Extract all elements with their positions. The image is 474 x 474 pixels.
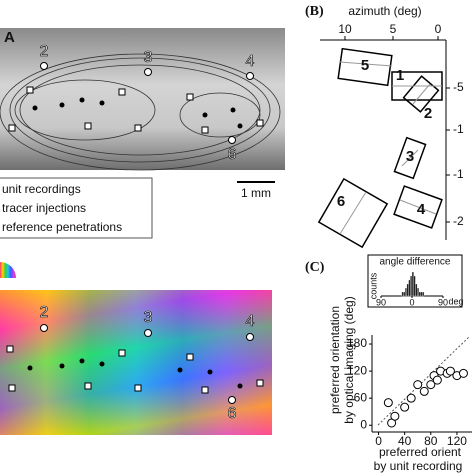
histogram-bar: [415, 283, 418, 297]
y-tick-label: -1: [453, 122, 464, 136]
point: [426, 380, 436, 390]
histogram-bar: [420, 291, 423, 297]
histogram-bar: [403, 291, 406, 297]
x-tick-label: 40: [398, 434, 412, 448]
site-label: 4: [246, 53, 255, 70]
point: [419, 386, 429, 396]
x-tick-label: 10: [338, 22, 352, 36]
site-label: 6: [228, 405, 237, 422]
contours: [0, 53, 281, 171]
y-tick-label: 60: [354, 390, 368, 404]
histogram-bar: [411, 271, 414, 297]
inset-x-label: deg: [448, 296, 463, 306]
histogram-bar: [404, 287, 407, 297]
legend-entry: unit recordings: [2, 182, 81, 196]
sites: [6, 324, 264, 404]
box-label: 3: [406, 148, 414, 165]
x-tick-label: 0: [435, 22, 442, 36]
box-label: 4: [417, 201, 426, 218]
box-label: 1: [396, 67, 404, 84]
legend-entry: tracer injections: [2, 201, 86, 215]
point: [406, 393, 416, 403]
x-tick-label: 5: [390, 22, 397, 36]
panel-label: A: [4, 29, 15, 46]
axes-frame: [320, 36, 450, 240]
site-label: 3: [144, 309, 153, 326]
inset-x-tick-label: 90: [438, 297, 448, 307]
site-label: 6: [228, 146, 237, 163]
histogram-bar: [417, 287, 420, 297]
box-label: 6: [337, 193, 345, 210]
orientation-bars: [339, 61, 442, 235]
y-tick-label: -2: [453, 214, 464, 228]
y-axis-label: by optical imaging (deg): [342, 296, 356, 423]
legend-box: [0, 177, 153, 239]
y-tick-label: 180: [347, 336, 367, 350]
site-label: 4: [246, 313, 255, 330]
box-label: 2: [424, 105, 432, 122]
histogram-bar: [413, 275, 416, 297]
site-label: 3: [144, 49, 153, 66]
point: [400, 402, 410, 412]
histogram-bar: [418, 291, 421, 297]
receptive-fields: [317, 47, 443, 249]
histogram-bar: [401, 291, 404, 297]
orientation-overlay: [0, 290, 272, 435]
axis-title: azimuth (deg): [348, 4, 421, 18]
x-tick-label: 120: [447, 434, 467, 448]
x-axis-label: by unit recording: [374, 459, 463, 473]
x-tick-label: 0: [375, 434, 382, 448]
y-tick-label: 120: [347, 363, 367, 377]
point: [413, 380, 423, 390]
inset-x-tick-label: 90: [376, 297, 386, 307]
x-tick-label: 80: [424, 434, 438, 448]
point: [383, 398, 393, 408]
point: [390, 411, 400, 421]
inset-y-label: counts: [368, 272, 378, 299]
sites: [8, 62, 264, 144]
panel-label: (B): [305, 4, 324, 19]
y-tick-label: -1: [453, 167, 464, 181]
site-label: 2: [40, 43, 49, 60]
y-axis-label: preferred orientation: [328, 306, 342, 414]
scale-label: 1 mm: [241, 186, 271, 200]
inset-x-tick-label: 0: [409, 297, 414, 307]
histogram-bar: [408, 279, 411, 297]
panel-label: (C): [305, 260, 325, 275]
box-label: 5: [361, 57, 369, 74]
color-wheel: [0, 262, 16, 278]
site-label: 2: [40, 304, 49, 321]
legend-entry: reference penetrations: [2, 220, 122, 234]
inset-title: angle difference: [380, 257, 451, 268]
x-axis-label: preferred orient: [379, 445, 462, 459]
point: [445, 366, 455, 376]
y-tick-label: -5: [453, 80, 464, 94]
point: [458, 368, 468, 378]
y-tick-label: 0: [360, 417, 367, 431]
histogram-bar: [406, 283, 409, 297]
identity-line: [377, 335, 471, 426]
point: [432, 375, 442, 385]
histogram-bar: [422, 291, 425, 297]
histogram-bar: [410, 275, 413, 297]
